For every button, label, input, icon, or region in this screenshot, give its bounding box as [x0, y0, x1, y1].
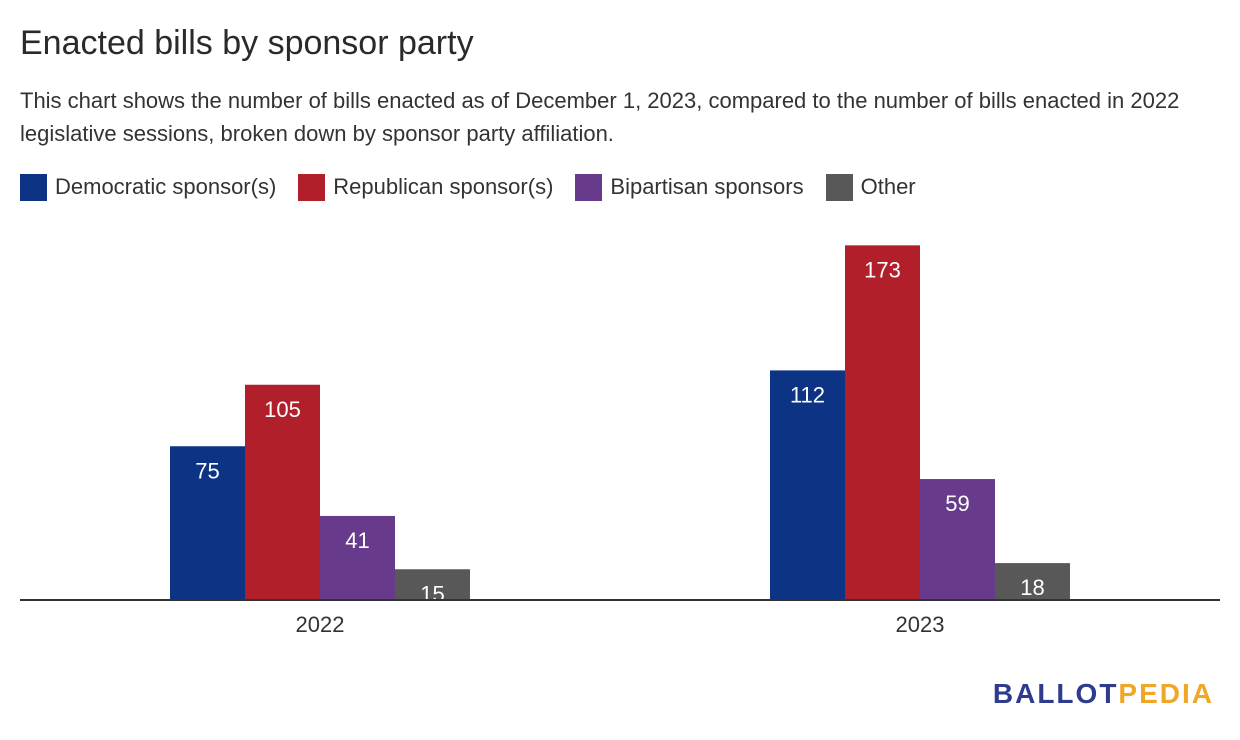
- logo-part-2: PEDIA: [1118, 678, 1214, 709]
- legend-swatch-3: [825, 173, 853, 201]
- bar-2022-series-0: [170, 446, 245, 600]
- legend-label-3: Other: [860, 174, 916, 199]
- legend-label-0: Democratic sponsor(s): [55, 174, 277, 199]
- x-axis-ticks: 2022 2023: [296, 612, 945, 637]
- data-label-2022-series-2: 41: [345, 528, 369, 553]
- x-tick-label-2023: 2023: [896, 612, 945, 637]
- chart-title: Enacted bills by sponsor party: [20, 24, 474, 62]
- legend-label-2: Bipartisan sponsors: [610, 174, 804, 199]
- data-label-2022-series-1: 105: [264, 397, 301, 422]
- legend-swatch-0: [20, 173, 47, 201]
- bar-2023-series-1: [845, 245, 920, 600]
- bar-2022-series-1: [245, 384, 320, 600]
- data-label-2022-series-0: 75: [195, 458, 219, 483]
- legend-item-1: Republican sponsor(s): [298, 173, 554, 201]
- legend-swatch-1: [298, 173, 326, 201]
- data-label-2023-series-3: 18: [1020, 575, 1044, 600]
- bar-2023-series-3: [995, 563, 1070, 600]
- data-label-2023-series-1: 173: [864, 257, 901, 282]
- bar-2023-series-2: [920, 479, 995, 600]
- logo-part-1: BALLOT: [992, 678, 1119, 709]
- bar-2023-series-0: [770, 370, 845, 600]
- legend-item-3: Other: [825, 173, 916, 201]
- data-label-2022-series-3: 15: [420, 581, 444, 606]
- bar-2022-series-2: [320, 515, 395, 600]
- legend-item-0: Democratic sponsor(s): [20, 173, 277, 201]
- legend-item-2: Bipartisan sponsors: [575, 173, 804, 201]
- legend-swatch-2: [575, 173, 603, 201]
- data-label-2023-series-0: 112: [790, 382, 825, 407]
- data-label-2023-series-2: 59: [945, 491, 969, 516]
- bars-group: [170, 245, 1070, 600]
- legend: Democratic sponsor(s) Republican sponsor(…: [20, 172, 938, 202]
- chart-subtitle: This chart shows the number of bills ena…: [20, 88, 1180, 146]
- bar-2022-series-3: [395, 569, 470, 600]
- legend-label-1: Republican sponsor(s): [333, 174, 554, 199]
- data-labels-group: 75 105 41 15 112 173 59 18: [195, 257, 1044, 606]
- ballotpedia-logo: BALLOTPEDIA: [993, 678, 1214, 710]
- x-tick-label-2022: 2022: [296, 612, 345, 637]
